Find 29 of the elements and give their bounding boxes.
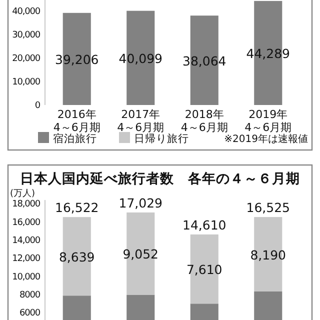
y-axis-title: (万人) (10, 188, 36, 199)
x-tick-label: 2019年 4～6月期 (244, 108, 292, 134)
y-tick-label: 16,000 (12, 218, 41, 228)
data-label: 7,610 (186, 262, 222, 278)
y-tick-label: 0 (34, 101, 41, 111)
total-label: 16,522 (55, 200, 99, 216)
legend-label: 日帰り旅行 (134, 132, 189, 145)
chart-title: 日本人国内延べ旅行者数 各年の４～６月期 (20, 171, 300, 187)
y-tick-label: 10,000 (12, 272, 41, 282)
data-label: 9,052 (122, 246, 159, 262)
y-tick-label: 40,000 (12, 7, 41, 18)
total-label: 16,525 (246, 200, 290, 216)
data-label: 8,190 (250, 247, 286, 262)
y-tick-label: 12,000 (12, 254, 41, 264)
total-label: 17,029 (118, 195, 163, 210)
y-tick-label: 30,000 (12, 30, 41, 41)
text: ※2019年は速報値 (224, 133, 308, 145)
total-label: 14,610 (182, 217, 226, 232)
y-tick-label: 8000 (19, 290, 41, 301)
y-tick-label: 6000 (19, 308, 41, 319)
data-label: 8,639 (58, 249, 95, 264)
x-tick-label: 2018年 4～6月期 (180, 108, 228, 134)
legend-label: 宿泊旅行 (53, 132, 97, 145)
x-tick-label: 2016年 4～6月期 (53, 108, 100, 134)
y-tick-label: 20,000 (12, 54, 41, 64)
x-tick-label: 2017年 4～6月期 (117, 108, 164, 134)
y-tick-label: 14,000 (12, 236, 41, 246)
y-tick-label: 10,000 (12, 78, 41, 88)
y-tick-label: 18,000 (12, 200, 41, 210)
